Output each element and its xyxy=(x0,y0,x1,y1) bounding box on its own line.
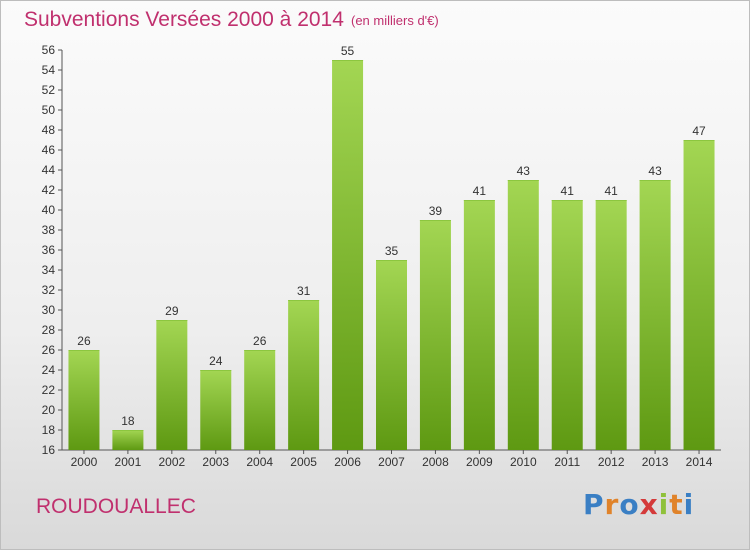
logo-letter: t xyxy=(669,488,684,521)
value-label-2006: 55 xyxy=(341,44,355,58)
y-tick-label: 32 xyxy=(42,283,56,297)
value-label-2002: 29 xyxy=(165,304,179,318)
value-label-2009: 41 xyxy=(473,184,487,198)
y-tick-label: 28 xyxy=(42,323,56,337)
value-label-2011: 41 xyxy=(561,184,575,198)
y-tick-label: 50 xyxy=(42,103,56,117)
x-tick-label-2009: 2009 xyxy=(466,455,493,469)
y-tick-label: 26 xyxy=(42,343,56,357)
x-tick-label-2007: 2007 xyxy=(378,455,405,469)
x-tick-label-2014: 2014 xyxy=(686,455,713,469)
y-tick-label: 16 xyxy=(42,443,56,457)
y-tick-label: 36 xyxy=(42,243,56,257)
y-tick-label: 56 xyxy=(42,43,56,57)
bar-2000 xyxy=(68,350,100,450)
x-tick-label-2002: 2002 xyxy=(158,455,185,469)
bar-2011 xyxy=(551,200,583,450)
x-tick-label-2013: 2013 xyxy=(642,455,669,469)
x-tick-label-2006: 2006 xyxy=(334,455,361,469)
y-tick-label: 20 xyxy=(42,403,56,417)
y-tick-label: 44 xyxy=(42,163,56,177)
bar-2002 xyxy=(156,320,188,450)
x-tick-label-2010: 2010 xyxy=(510,455,537,469)
y-tick-label: 34 xyxy=(42,263,56,277)
value-label-2007: 35 xyxy=(385,244,399,258)
value-label-2000: 26 xyxy=(77,334,91,348)
x-tick-label-2005: 2005 xyxy=(290,455,317,469)
y-tick-label: 24 xyxy=(42,363,56,377)
x-tick-label-2000: 2000 xyxy=(71,455,98,469)
commune-name: ROUDOUALLEC xyxy=(36,495,196,518)
value-label-2013: 43 xyxy=(648,164,662,178)
value-label-2005: 31 xyxy=(297,284,311,298)
y-tick-label: 30 xyxy=(42,303,56,317)
logo-letter: o xyxy=(619,488,640,521)
x-tick-label-2011: 2011 xyxy=(554,455,580,469)
y-tick-label: 42 xyxy=(42,183,56,197)
bar-2008 xyxy=(419,220,451,450)
y-tick-label: 54 xyxy=(42,63,56,77)
y-tick-label: 46 xyxy=(42,143,56,157)
logo-letter: i xyxy=(658,488,670,521)
y-tick-label: 22 xyxy=(42,383,56,397)
bar-2004 xyxy=(244,350,276,450)
value-label-2008: 39 xyxy=(429,204,443,218)
x-tick-label-2008: 2008 xyxy=(422,455,449,469)
chart-title: Subventions Versées 2000 à 2014 xyxy=(24,8,344,31)
x-tick-label-2012: 2012 xyxy=(598,455,625,469)
y-tick-label: 48 xyxy=(42,123,56,137)
y-tick-label: 38 xyxy=(42,223,56,237)
logo-letter: i xyxy=(683,488,695,521)
bar-2001 xyxy=(112,430,144,450)
value-label-2004: 26 xyxy=(253,334,267,348)
logo-letter: r xyxy=(604,488,620,521)
bar-2013 xyxy=(639,180,671,450)
proxiti-logo[interactable]: Proxiti xyxy=(583,488,694,521)
bar-2006 xyxy=(332,60,364,450)
y-tick-label: 52 xyxy=(42,83,56,97)
bar-2005 xyxy=(288,300,320,450)
chart-unit-note: (en milliers d'€) xyxy=(351,13,439,28)
value-label-2014: 47 xyxy=(692,124,706,138)
value-label-2001: 18 xyxy=(121,414,135,428)
bar-2009 xyxy=(463,200,495,450)
x-tick-label-2003: 2003 xyxy=(202,455,229,469)
value-label-2010: 43 xyxy=(517,164,531,178)
logo-letter: x xyxy=(639,488,659,521)
x-tick-label-2001: 2001 xyxy=(115,455,142,469)
logo-letter: P xyxy=(583,488,605,521)
x-tick-label-2004: 2004 xyxy=(246,455,273,469)
bar-2014 xyxy=(683,140,715,450)
bar-2010 xyxy=(507,180,539,450)
value-label-2012: 41 xyxy=(604,184,618,198)
value-label-2003: 24 xyxy=(209,354,223,368)
y-tick-label: 40 xyxy=(42,203,56,217)
bar-2003 xyxy=(200,370,232,450)
bar-2007 xyxy=(376,260,407,450)
y-tick-label: 18 xyxy=(42,423,56,437)
bar-2012 xyxy=(595,200,627,450)
